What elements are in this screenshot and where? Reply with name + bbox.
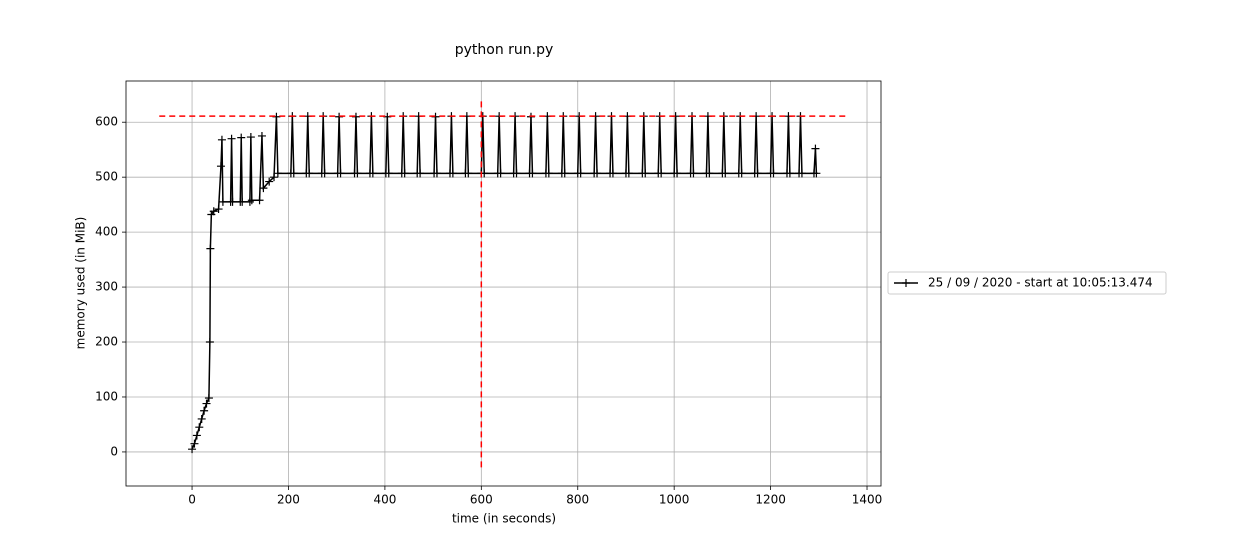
- marker: [769, 169, 778, 178]
- legend: 25 / 09 / 2020 - start at 10:05:13.474: [887, 271, 1167, 295]
- marker: [785, 169, 794, 178]
- marker: [812, 169, 821, 178]
- data-line: [191, 116, 818, 450]
- marker: [737, 169, 746, 178]
- marker: [246, 133, 255, 142]
- marker: [209, 207, 218, 216]
- marker: [416, 169, 425, 178]
- x-tick-label: 0: [188, 493, 196, 507]
- marker: [217, 135, 226, 144]
- marker: [237, 133, 246, 142]
- marker: [448, 169, 457, 178]
- marker: [721, 169, 730, 178]
- marker: [247, 196, 256, 205]
- marker: [190, 439, 199, 448]
- x-tick-label: 600: [470, 493, 493, 507]
- plot-frame: [125, 80, 882, 487]
- marker: [227, 134, 236, 143]
- x-tick-label: 200: [277, 493, 300, 507]
- marker: [689, 169, 698, 178]
- marker: [528, 169, 537, 178]
- marker: [336, 169, 345, 178]
- marker: [641, 169, 650, 178]
- marker: [400, 169, 409, 178]
- marker: [204, 394, 213, 403]
- x-axis-label: time (in seconds): [452, 512, 556, 526]
- marker: [200, 406, 209, 415]
- marker: [797, 169, 806, 178]
- marker: [238, 197, 247, 206]
- marker: [464, 169, 473, 178]
- marker: [673, 169, 682, 178]
- y-axis-label: memory used (in MiB): [74, 217, 88, 350]
- marker: [228, 197, 237, 206]
- marker: [257, 131, 266, 140]
- marker: [496, 169, 505, 178]
- marker: [432, 169, 441, 178]
- marker: [384, 169, 393, 178]
- x-tick-label: 800: [566, 493, 589, 507]
- marker: [576, 169, 585, 178]
- y-tick-label: 500: [95, 170, 118, 184]
- marker: [705, 169, 714, 178]
- y-tick-label: 200: [95, 335, 118, 349]
- y-tick-label: 0: [110, 444, 118, 458]
- marker: [218, 197, 227, 206]
- x-tick-label: 1200: [755, 493, 786, 507]
- marker: [368, 169, 377, 178]
- marker: [624, 169, 633, 178]
- marker: [195, 423, 204, 432]
- marker: [305, 169, 314, 178]
- marker: [216, 162, 225, 171]
- marker: [192, 431, 201, 440]
- marker: [753, 169, 762, 178]
- x-tick-label: 1000: [659, 493, 690, 507]
- marker: [593, 169, 602, 178]
- marker: [544, 169, 553, 178]
- marker: [560, 169, 569, 178]
- legend-marker: [902, 279, 910, 287]
- legend-label: 25 / 09 / 2020 - start at 10:05:13.474: [928, 276, 1153, 290]
- marker: [320, 169, 329, 178]
- marker: [255, 196, 264, 205]
- x-tick-label: 400: [373, 493, 396, 507]
- marker: [188, 445, 197, 454]
- marker: [273, 169, 282, 178]
- marker: [202, 399, 211, 408]
- marker: [811, 144, 820, 153]
- y-tick-label: 300: [95, 280, 118, 294]
- y-tick-label: 400: [95, 225, 118, 239]
- marker: [245, 197, 254, 206]
- marker: [205, 338, 214, 347]
- marker: [259, 184, 268, 193]
- marker: [270, 173, 279, 182]
- marker: [512, 169, 521, 178]
- marker: [608, 169, 617, 178]
- marker: [265, 177, 274, 186]
- chart-title: python run.py: [455, 42, 554, 58]
- x-tick-label: 1400: [852, 493, 883, 507]
- marker: [657, 169, 666, 178]
- y-tick-label: 600: [95, 115, 118, 129]
- marker: [289, 169, 298, 178]
- legend-box: [887, 271, 1167, 295]
- marker: [206, 244, 215, 253]
- y-tick-label: 100: [95, 389, 118, 403]
- marker: [353, 169, 362, 178]
- marker: [197, 414, 206, 423]
- marker: [214, 205, 223, 214]
